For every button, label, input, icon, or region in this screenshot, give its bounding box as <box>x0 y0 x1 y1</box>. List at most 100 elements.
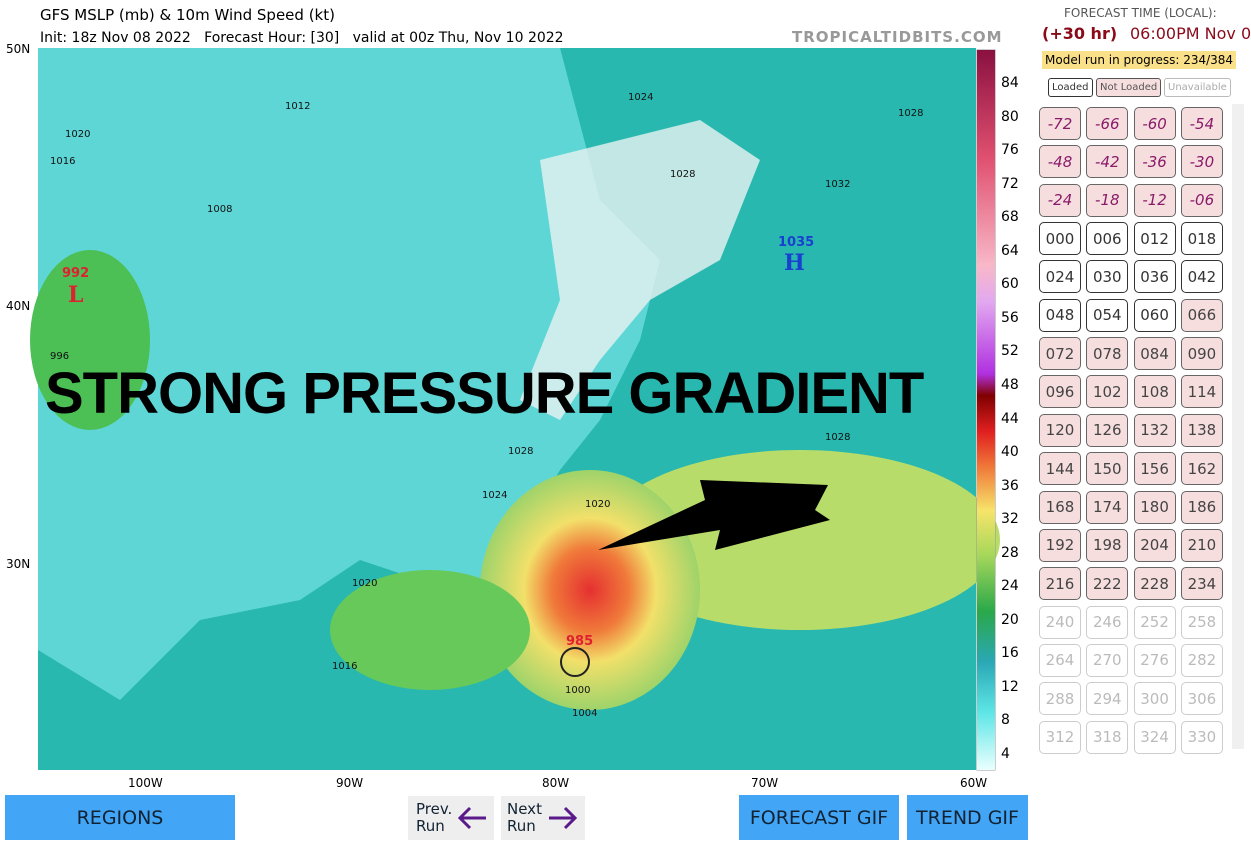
hour-button[interactable]: 324 <box>1133 720 1176 754</box>
trend-gif-button[interactable]: TREND GIF <box>907 795 1028 840</box>
colorbar-label: 80 <box>1001 108 1019 125</box>
hour-button[interactable]: 210 <box>1180 528 1223 562</box>
hour-button[interactable]: 018 <box>1180 222 1223 256</box>
hour-button[interactable]: -30 <box>1180 145 1223 179</box>
hour-button[interactable]: 294 <box>1086 682 1129 716</box>
high-pressure: 1035 <box>778 235 815 250</box>
hour-button[interactable]: 258 <box>1180 605 1223 639</box>
hour-button[interactable]: 186 <box>1180 490 1223 524</box>
hour-button[interactable]: 066 <box>1180 298 1223 332</box>
hour-button[interactable]: 192 <box>1039 528 1081 562</box>
colorbar-label: 40 <box>1001 444 1019 461</box>
hour-button[interactable]: 288 <box>1039 682 1081 716</box>
hour-button[interactable]: 144 <box>1039 452 1081 486</box>
hour-button[interactable]: -42 <box>1086 145 1129 179</box>
colorbar-label: 32 <box>1001 511 1019 528</box>
colorbar-label: 64 <box>1001 242 1019 259</box>
hour-button[interactable]: -72 <box>1039 107 1081 140</box>
scrollbar <box>1232 104 1244 749</box>
hour-button[interactable]: -66 <box>1086 107 1129 140</box>
forecast-time: 06:00PM Nov 09 <box>1130 24 1251 43</box>
hour-button[interactable]: 012 <box>1133 222 1176 256</box>
hour-button[interactable]: 024 <box>1039 260 1081 294</box>
next-arrow <box>549 806 578 830</box>
hour-button[interactable]: 174 <box>1086 490 1129 524</box>
hour-button[interactable]: -48 <box>1039 145 1081 179</box>
hour-button[interactable]: 030 <box>1086 260 1129 294</box>
hour-button[interactable]: 156 <box>1133 452 1176 486</box>
hour-button[interactable]: 126 <box>1086 413 1129 447</box>
hour-button[interactable]: 276 <box>1133 643 1176 677</box>
hour-button[interactable]: 246 <box>1086 605 1129 639</box>
hour-button[interactable]: -06 <box>1180 183 1223 217</box>
hour-button[interactable]: 090 <box>1180 337 1223 371</box>
hour-button[interactable]: 084 <box>1133 337 1176 371</box>
legend-item: Loaded <box>1048 78 1093 97</box>
hour-button[interactable]: 240 <box>1039 605 1081 639</box>
hour-button[interactable]: 264 <box>1039 643 1081 677</box>
hour-button[interactable]: 270 <box>1086 643 1129 677</box>
isobar-label: 1016 <box>50 156 76 167</box>
hour-button[interactable]: -36 <box>1133 145 1176 179</box>
hour-button[interactable]: 300 <box>1133 682 1176 716</box>
hour-button[interactable]: -54 <box>1180 107 1223 140</box>
hour-button[interactable]: 222 <box>1086 567 1129 601</box>
colorbar-label: 68 <box>1001 209 1019 226</box>
hour-button[interactable]: 072 <box>1039 337 1081 371</box>
hour-button[interactable]: 120 <box>1039 413 1081 447</box>
hour-button[interactable]: -24 <box>1039 183 1081 217</box>
colorbar-label: 24 <box>1001 578 1019 595</box>
hour-button[interactable]: -60 <box>1133 107 1176 140</box>
annotation: STRONG PRESSURE GRADIENT <box>45 361 924 426</box>
low-symbol: L <box>68 282 84 308</box>
hour-button[interactable]: 036 <box>1133 260 1176 294</box>
hour-button[interactable]: 312 <box>1039 720 1081 754</box>
hour-button[interactable]: 060 <box>1133 298 1176 332</box>
colorbar-label: 60 <box>1001 276 1019 293</box>
hour-button[interactable]: 228 <box>1133 567 1176 601</box>
storm-pressure: 985 <box>566 634 594 649</box>
hour-button[interactable]: 162 <box>1180 452 1223 486</box>
hour-button[interactable]: 234 <box>1180 567 1223 601</box>
hour-button[interactable]: 132 <box>1133 413 1176 447</box>
map <box>30 48 1000 771</box>
isobar-label: 1020 <box>352 578 378 589</box>
colorbar-label: 72 <box>1001 175 1019 192</box>
hour-button[interactable]: 282 <box>1180 643 1223 677</box>
hour-button[interactable]: 216 <box>1039 567 1081 601</box>
colorbar-label: 12 <box>1001 678 1019 695</box>
hour-button[interactable]: 006 <box>1086 222 1129 256</box>
hour-button[interactable]: 150 <box>1086 452 1129 486</box>
hour-button[interactable]: 000 <box>1039 222 1081 256</box>
forecast-heading: FORECAST TIME (LOCAL): <box>1064 6 1217 20</box>
hour-button[interactable]: 138 <box>1180 413 1223 447</box>
prev-button[interactable]: Prev. Run <box>408 796 494 840</box>
hour-button[interactable]: 204 <box>1133 528 1176 562</box>
colorbar-label: 56 <box>1001 309 1019 326</box>
hour-button[interactable]: 078 <box>1086 337 1129 371</box>
hour-button[interactable]: 054 <box>1086 298 1129 332</box>
isobar-label: 1012 <box>285 101 311 112</box>
hour-button[interactable]: 096 <box>1039 375 1081 409</box>
hour-button[interactable]: 168 <box>1039 490 1081 524</box>
hour-button[interactable]: 042 <box>1180 260 1223 294</box>
regions-button[interactable]: REGIONS <box>5 795 235 840</box>
forecast-gif-button[interactable]: FORECAST GIF <box>739 795 899 840</box>
hour-button[interactable]: 318 <box>1086 720 1129 754</box>
hour-button[interactable]: 306 <box>1180 682 1223 716</box>
hour-button[interactable]: 198 <box>1086 528 1129 562</box>
hour-button[interactable]: 114 <box>1180 375 1223 409</box>
hour-button[interactable]: 108 <box>1133 375 1176 409</box>
next-button[interactable]: Next Run <box>501 796 585 840</box>
legend-item: Not Loaded <box>1096 78 1162 97</box>
hour-button[interactable]: 330 <box>1180 720 1223 754</box>
lon-label: 100W <box>128 776 163 790</box>
isobar-label: 1028 <box>825 432 851 443</box>
hour-button[interactable]: -12 <box>1133 183 1176 217</box>
hour-button[interactable]: 102 <box>1086 375 1129 409</box>
isobar-label: 1016 <box>332 661 358 672</box>
hour-button[interactable]: 048 <box>1039 298 1081 332</box>
hour-button[interactable]: 252 <box>1133 605 1176 639</box>
hour-button[interactable]: 180 <box>1133 490 1176 524</box>
hour-button[interactable]: -18 <box>1086 183 1129 217</box>
